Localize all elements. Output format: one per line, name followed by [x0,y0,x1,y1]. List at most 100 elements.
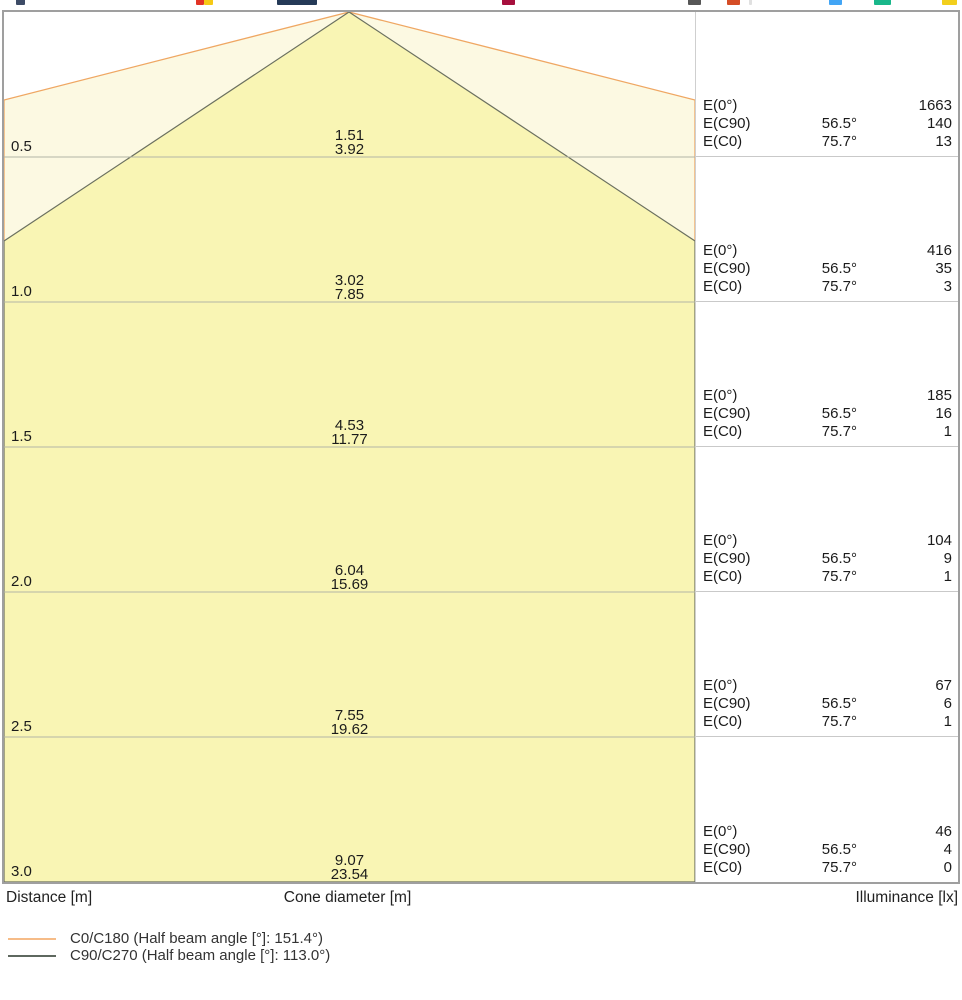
e0-value: 1663 [918,97,952,114]
e0-label: E(0°) [703,532,738,549]
distance-label: 1.0 [11,283,32,300]
c90-line-swatch [8,954,56,957]
illuminance-row-2.5: E(0°) 67 E(C90) 56.5° 6 E(C0) 75.7° 1 [696,592,958,737]
distance-label: 2.5 [11,718,32,735]
bookmark-icon-4[interactable] [502,0,515,5]
ec0-angle: 75.7° [821,278,857,295]
c90-diameter: 1.51 [334,127,365,144]
distance-label: 3.0 [11,863,32,880]
ec0-angle: 75.7° [821,423,857,440]
ec0-value: 1 [943,713,952,730]
c90-diameter: 3.02 [334,272,365,289]
ec0-label: E(C0) [703,133,743,150]
cone-row-1.5: 4.53 11.77 1.5 [4,302,695,447]
e0-label: E(0°) [703,387,738,404]
illuminance-axis-label: Illuminance [lx] [855,889,958,906]
illuminance-row-1.0: E(0°) 416 E(C90) 56.5° 35 E(C0) 75.7° 3 [696,157,958,302]
ec90-label: E(C90) [703,260,751,277]
c0-diameter: 15.69 [330,575,369,593]
ec90-label: E(C90) [703,115,751,132]
bookmark-icon-2a[interactable] [196,0,204,5]
ec0-value: 3 [943,278,952,295]
e0-value: 416 [926,242,952,259]
ec0-value: 13 [935,133,952,150]
cone-diameters: 7.55 19.62 [4,707,695,738]
e0-value: 104 [926,532,952,549]
ec90-label: E(C90) [703,550,751,567]
c90-diameter: 4.53 [334,417,365,434]
illuminance-row-3.0: E(0°) 46 E(C90) 56.5° 4 E(C0) 75.7° 0 [696,737,958,882]
illuminance-row-0.5: E(0°) 1663 E(C90) 56.5° 140 E(C0) 75.7° 13 [696,12,958,157]
ec0-label: E(C0) [703,568,743,585]
e0-value: 185 [926,387,952,404]
e0-label: E(0°) [703,677,738,694]
ec90-angle: 56.5° [821,550,857,567]
cone-diameters: 3.02 7.85 [4,272,695,303]
bookmark-icon-6[interactable] [727,0,740,5]
cone-diameters: 6.04 15.69 [4,562,695,593]
cone-row-2.5: 7.55 19.62 2.5 [4,592,695,737]
bookmark-icon-8[interactable] [829,0,842,5]
c0-line-swatch [8,937,56,940]
c0-diameter: 7.85 [334,285,365,303]
distance-axis-label: Distance [m] [6,889,93,906]
ec0-label: E(C0) [703,859,743,876]
ec0-value: 0 [943,859,952,876]
ec90-value: 140 [926,115,952,132]
ec90-value: 16 [935,405,952,422]
cone-diameter-axis-label: Cone diameter [m] [283,889,412,906]
ec90-label: E(C90) [703,695,751,712]
axis-captions: Distance [m] Cone diameter [m] Illuminan… [2,889,960,909]
e0-value: 46 [935,823,952,840]
bookmark-icon-1[interactable] [16,0,25,5]
bookmark-icon-3[interactable] [277,0,317,5]
distance-label: 0.5 [11,138,32,155]
ec90-angle: 56.5° [821,695,857,712]
c0-diameter: 23.54 [330,865,369,883]
ec0-angle: 75.7° [821,859,857,876]
c0-diameter: 11.77 [331,430,368,448]
cone-plot-svg [4,12,695,882]
bookmark-icon-2b[interactable] [204,0,213,5]
bookmark-icon-5[interactable] [688,0,701,5]
ec0-angle: 75.7° [821,133,857,150]
cone-diagram-frame: 1.51 3.92 0.5 3.02 7.85 1.0 4.53 11.77 1… [2,10,960,884]
e0-label: E(0°) [703,823,738,840]
bookmark-icon-7[interactable] [749,0,752,5]
bookmark-icon-10[interactable] [942,0,957,5]
c0-legend-label: C0/C180 (Half beam angle [°]: 151.4°) [70,930,323,947]
c90-diameter: 7.55 [334,707,365,724]
illuminance-row-1.5: E(0°) 185 E(C90) 56.5° 16 E(C0) 75.7° 1 [696,302,958,447]
c0-diameter: 3.92 [334,140,365,158]
ec0-value: 1 [943,568,952,585]
c90-diameter: 9.07 [334,852,365,869]
cone-row-2.0: 6.04 15.69 2.0 [4,447,695,592]
ec90-value: 35 [935,260,952,277]
ec90-angle: 56.5° [821,115,857,132]
bookmark-icon-9[interactable] [874,0,891,5]
distance-label: 2.0 [11,573,32,590]
ec90-angle: 56.5° [821,841,857,858]
ec90-value: 6 [943,695,952,712]
c0-diameter: 19.62 [330,720,369,738]
legend-item-c0: C0/C180 (Half beam angle [°]: 151.4°) [8,930,330,947]
ec90-angle: 56.5° [821,260,857,277]
ec90-value: 9 [943,550,952,567]
illuminance-panel: E(0°) 1663 E(C90) 56.5° 140 E(C0) 75.7° 13 E(… [695,12,958,882]
cone-row-3.0: 9.07 23.54 3.0 [4,737,695,882]
e0-label: E(0°) [703,242,738,259]
cone-diameters: 9.07 23.54 [4,852,695,883]
cone-plot-panel: 1.51 3.92 0.5 3.02 7.85 1.0 4.53 11.77 1… [4,12,695,882]
ec90-label: E(C90) [703,405,751,422]
ec0-label: E(C0) [703,278,743,295]
c90-legend-label: C90/C270 (Half beam angle [°]: 113.0°) [70,947,331,964]
c90-diameter: 6.04 [334,562,365,579]
bookmarks-strip [0,0,962,5]
ec0-label: E(C0) [703,713,743,730]
ec0-value: 1 [943,423,952,440]
illuminance-row-2.0: E(0°) 104 E(C90) 56.5° 9 E(C0) 75.7° 1 [696,447,958,592]
legend: C0/C180 (Half beam angle [°]: 151.4°) C9… [8,930,330,964]
ec90-angle: 56.5° [821,405,857,422]
ec0-angle: 75.7° [821,713,857,730]
cone-diameters: 1.51 3.92 [4,127,695,158]
